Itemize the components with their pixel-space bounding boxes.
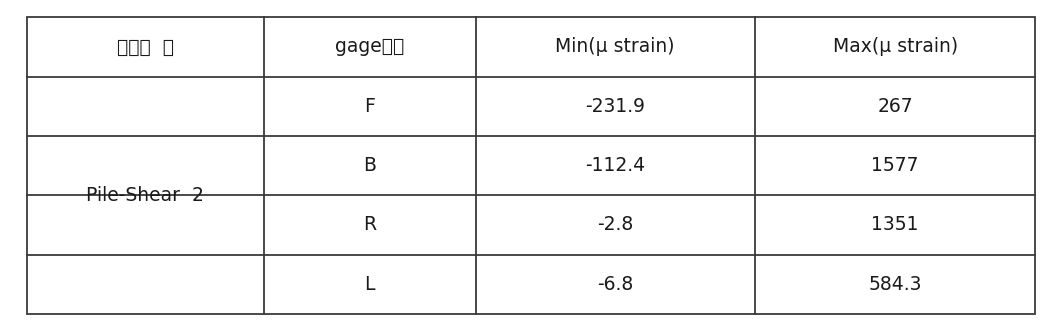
- Text: -231.9: -231.9: [585, 97, 646, 116]
- Text: Max(μ strain): Max(μ strain): [833, 37, 958, 56]
- Text: 1351: 1351: [872, 215, 919, 235]
- Text: 1577: 1577: [872, 156, 919, 176]
- Text: 584.3: 584.3: [869, 275, 922, 294]
- Bar: [27, 16, 1035, 313]
- Text: R: R: [363, 215, 376, 235]
- Text: -2.8: -2.8: [597, 215, 633, 235]
- Text: L: L: [364, 275, 375, 294]
- Text: F: F: [364, 97, 375, 116]
- Text: 실험체  명: 실험체 명: [117, 37, 173, 56]
- Text: B: B: [363, 156, 376, 176]
- Text: gage번호: gage번호: [335, 37, 405, 56]
- Text: -112.4: -112.4: [585, 156, 646, 176]
- Text: Pile-Shear  2: Pile-Shear 2: [86, 186, 204, 205]
- Text: Min(μ strain): Min(μ strain): [555, 37, 675, 56]
- Text: 267: 267: [877, 97, 913, 116]
- Text: -6.8: -6.8: [597, 275, 633, 294]
